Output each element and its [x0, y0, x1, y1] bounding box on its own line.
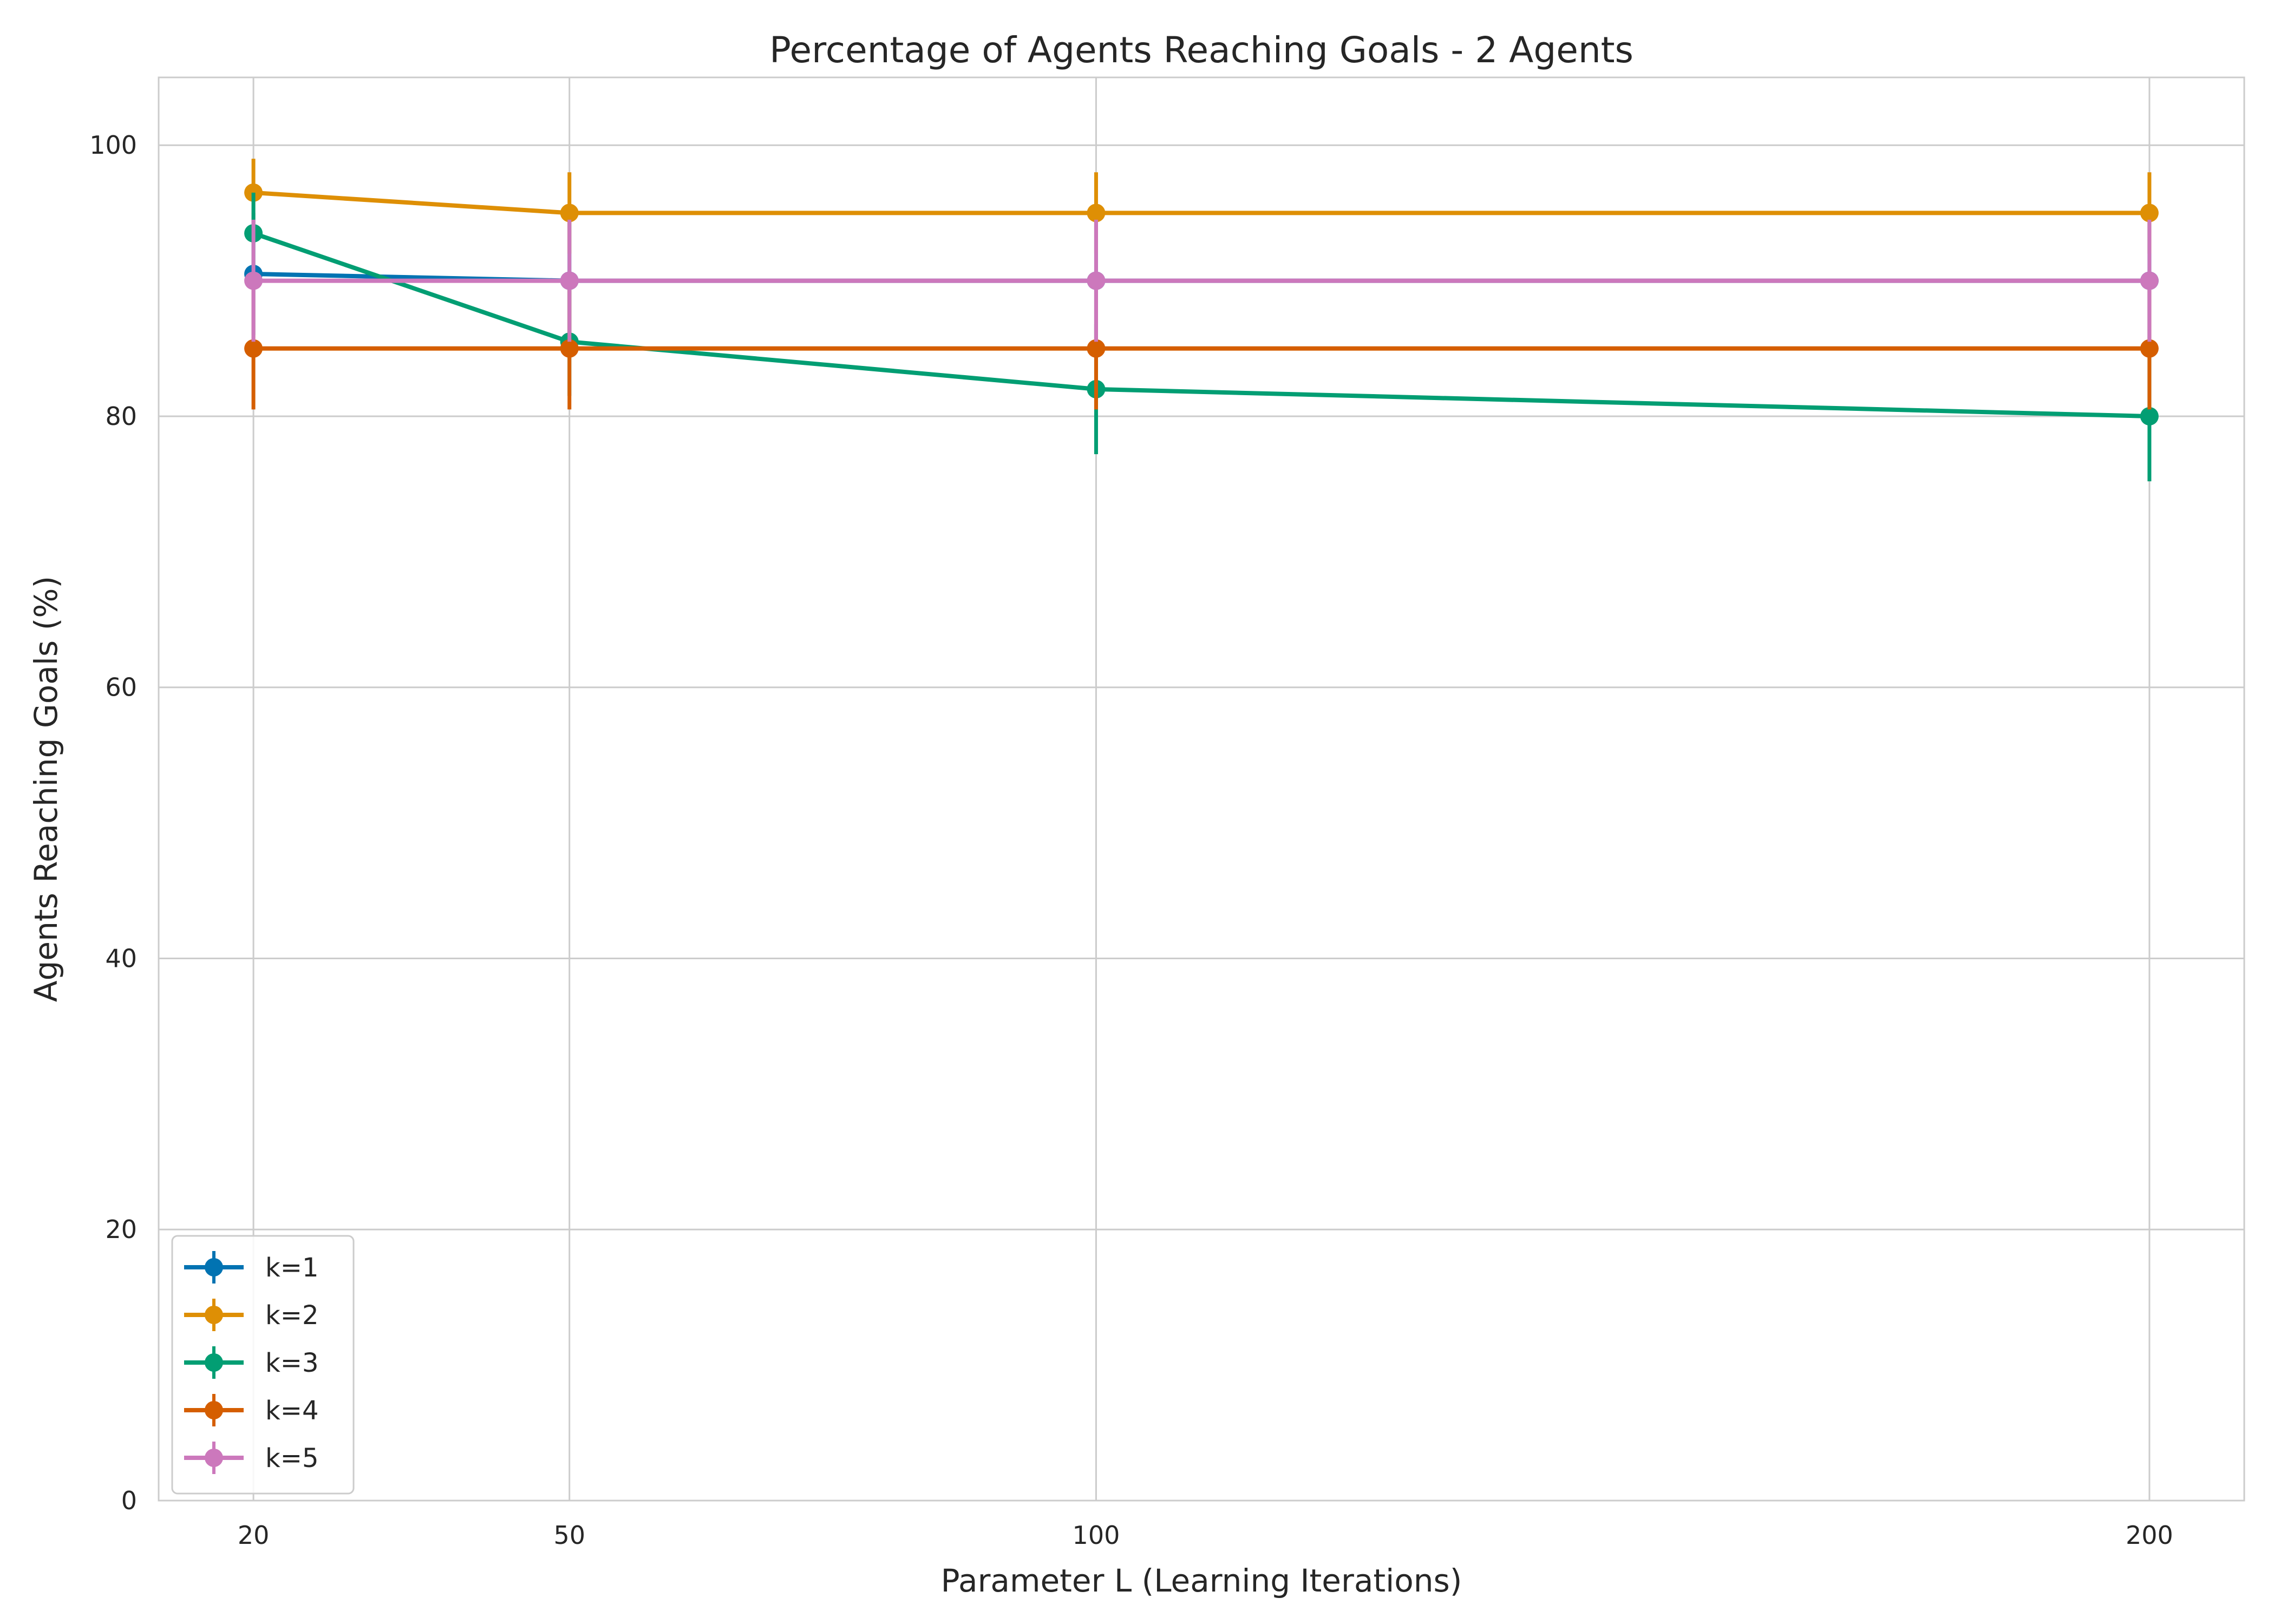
- data-point: [1087, 339, 1106, 358]
- data-point: [2140, 339, 2159, 358]
- tick-labels: 0 20 40 60 80 100 20 50 100 200: [89, 130, 2173, 1550]
- y-tick-label: 40: [105, 944, 137, 973]
- data-point: [244, 271, 263, 290]
- y-axis-title: Agents Reaching Goals (%): [28, 576, 64, 1002]
- x-tick-label: 100: [1073, 1521, 1120, 1550]
- legend: k=1 k=2 k=3 k=4 k=5: [171, 1235, 355, 1495]
- data-point: [2140, 204, 2159, 222]
- series-line: [253, 190, 2149, 215]
- y-tick-label: 20: [105, 1215, 137, 1244]
- x-tick-label: 200: [2126, 1521, 2173, 1550]
- data-point: [1087, 271, 1106, 290]
- legend-item: k=3: [184, 1346, 319, 1379]
- legend-marker: [205, 1258, 223, 1276]
- legend-marker: [205, 1449, 223, 1467]
- legend-item: k=2: [184, 1299, 319, 1331]
- data-point: [244, 339, 263, 358]
- series-line: [252, 231, 2150, 418]
- legend-marker: [205, 1306, 223, 1324]
- legend-item: k=4: [184, 1394, 319, 1426]
- legend-marker: [205, 1401, 223, 1419]
- legend-box: [171, 1235, 355, 1495]
- series-layer: [244, 159, 2159, 482]
- legend-marker: [205, 1353, 223, 1372]
- y-tick-label: 100: [89, 130, 137, 160]
- plot-area: [159, 77, 2244, 1501]
- data-point: [560, 271, 579, 290]
- legend-label: k=3: [265, 1348, 319, 1378]
- plot-frame: [158, 76, 2245, 1502]
- chart-title: Percentage of Agents Reaching Goals - 2 …: [769, 29, 1633, 71]
- legend-label: k=4: [265, 1396, 319, 1426]
- x-axis-title: Parameter L (Learning Iterations): [941, 1562, 1462, 1599]
- legend-label: k=2: [265, 1300, 319, 1331]
- legend-label: k=5: [265, 1443, 319, 1474]
- x-tick-label: 50: [553, 1521, 585, 1550]
- legend-label: k=1: [265, 1253, 319, 1283]
- data-point: [1087, 204, 1106, 222]
- legend-item: k=1: [184, 1251, 319, 1284]
- x-tick-label: 20: [238, 1521, 270, 1550]
- grid: [159, 77, 2244, 1502]
- data-point: [560, 204, 579, 222]
- y-tick-label: 0: [121, 1486, 137, 1515]
- data-point: [2140, 407, 2159, 425]
- legend-item: k=5: [184, 1442, 319, 1474]
- y-tick-label: 80: [105, 402, 137, 431]
- data-point: [2140, 271, 2159, 290]
- series-k=5: [244, 219, 2159, 342]
- y-tick-label: 60: [105, 673, 137, 702]
- data-point: [560, 339, 579, 358]
